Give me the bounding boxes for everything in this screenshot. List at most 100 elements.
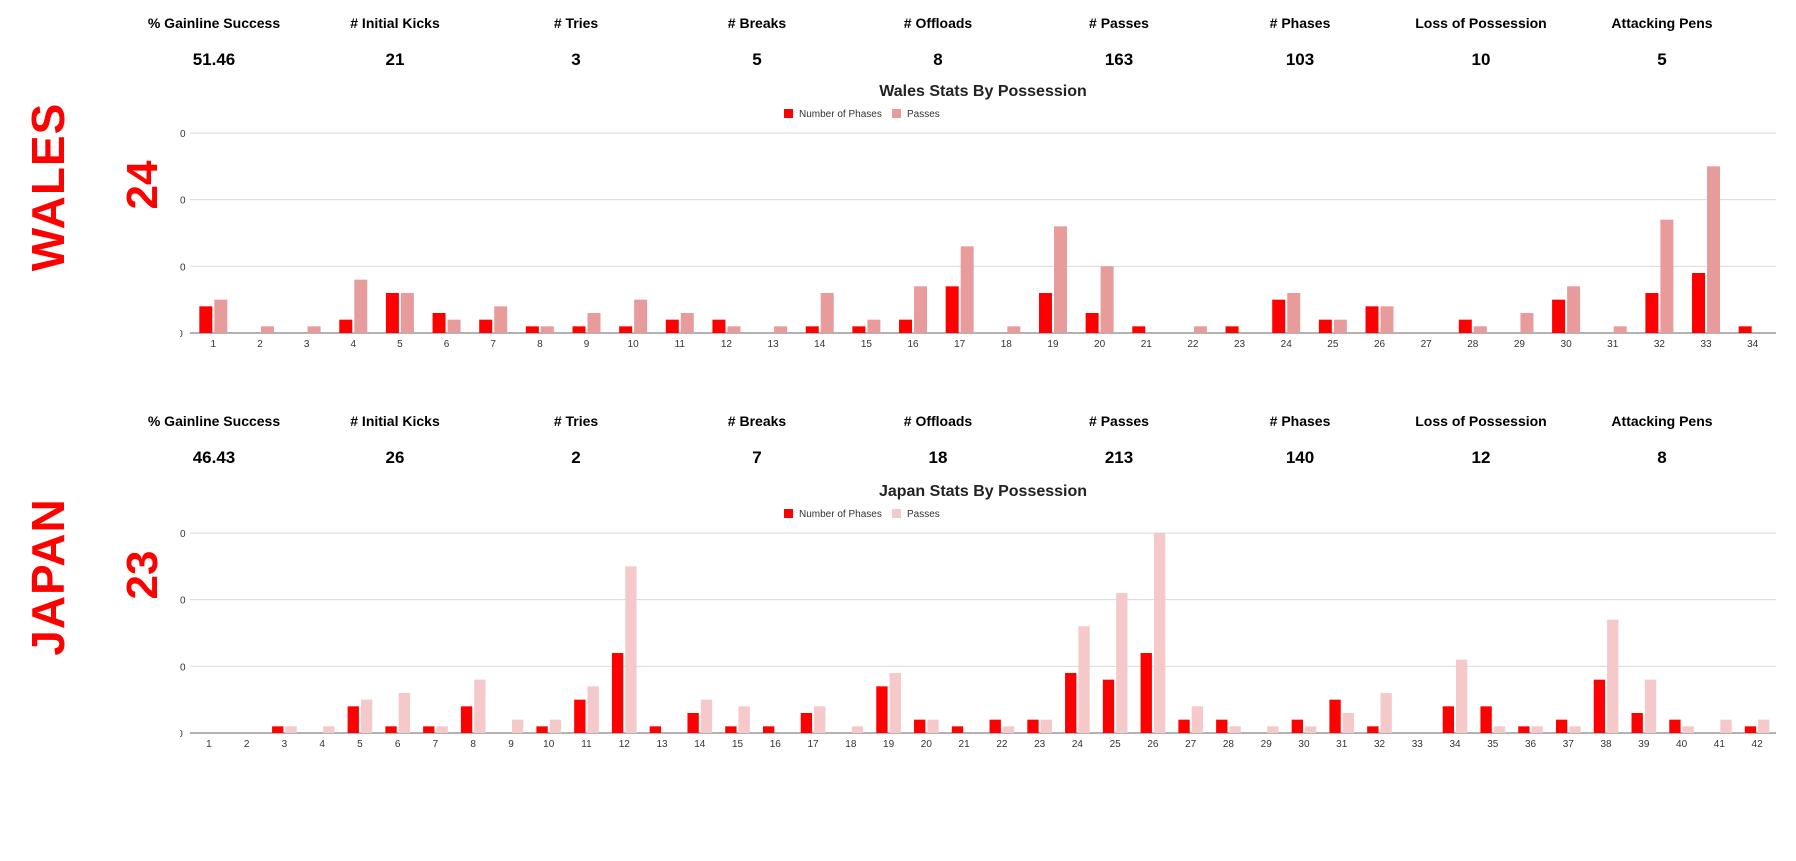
stat-label: # Passes — [1089, 14, 1149, 31]
x-tick-label: 39 — [1638, 739, 1650, 750]
phases-bar — [1738, 326, 1752, 333]
passes-bar — [1720, 719, 1732, 733]
chart-title: Wales Stats By Possession — [879, 83, 1087, 100]
passes-bar — [1758, 719, 1770, 733]
stat-label: # Phases — [1269, 412, 1331, 429]
wales-team-header: WALES 24 — [0, 70, 167, 290]
x-tick-label: 4 — [350, 339, 356, 350]
stat-label: % Gainline Success — [147, 412, 281, 429]
x-tick-label: 31 — [1336, 739, 1348, 750]
stat-label: # Tries — [553, 14, 599, 31]
x-tick-label: 23 — [1034, 739, 1046, 750]
legend-swatch — [892, 109, 901, 118]
phases-bar — [1225, 326, 1239, 333]
passes-bar — [1333, 319, 1347, 333]
stat-item: # Phases 103 — [1225, 6, 1375, 70]
x-tick-label: 9 — [584, 339, 590, 350]
x-tick-label: 13 — [656, 739, 668, 750]
passes-bar — [914, 286, 928, 333]
stat-value: 2 — [571, 448, 581, 467]
phases-bar — [525, 326, 539, 333]
phases-bar — [1593, 679, 1606, 733]
japan-chart: Japan Stats By Possession Number of Phase… — [180, 483, 1776, 750]
x-tick-label: 8 — [470, 739, 476, 750]
passes-bar — [774, 326, 788, 333]
x-tick-label: 19 — [883, 739, 895, 750]
stat-item: # Passes 213 — [1044, 404, 1194, 468]
stat-item: Attacking Pens 5 — [1587, 6, 1737, 70]
passes-bar — [1569, 726, 1581, 733]
x-tick-label: 7 — [490, 339, 496, 350]
stat-item: # Tries 2 — [501, 404, 651, 468]
passes-bar — [1116, 593, 1128, 733]
phases-bar — [423, 726, 435, 733]
stat-label: Attacking Pens — [1611, 412, 1713, 429]
phases-bar — [914, 719, 926, 733]
phases-bar — [1085, 313, 1099, 333]
x-tick-label: 20 — [1094, 339, 1106, 350]
x-tick-label: 4 — [319, 739, 325, 750]
stat-value: 3 — [571, 50, 581, 69]
stat-label: # Initial Kicks — [350, 14, 440, 31]
stat-value: 5 — [1657, 50, 1667, 69]
x-tick-label: 35 — [1487, 739, 1499, 750]
phases-bar — [1480, 706, 1492, 733]
passes-bar — [1660, 219, 1674, 333]
stat-item: # Tries 3 — [501, 6, 651, 70]
passes-bar — [436, 726, 448, 733]
x-tick-label: 32 — [1654, 339, 1666, 350]
passes-bar — [214, 299, 228, 333]
x-tick-label: 26 — [1374, 339, 1386, 350]
x-tick-label: 11 — [581, 739, 592, 750]
passes-bar — [1707, 166, 1721, 333]
stat-label: # Passes — [1089, 412, 1149, 429]
stat-item: # Offloads 18 — [863, 404, 1013, 468]
stat-label: Loss of Possession — [1415, 412, 1547, 429]
x-tick-label: 16 — [770, 739, 782, 750]
phases-bar — [1692, 273, 1706, 333]
passes-bar — [927, 719, 939, 733]
passes-bar — [625, 566, 637, 733]
team-name: JAPAN — [22, 498, 74, 656]
x-tick-label: 36 — [1525, 739, 1537, 750]
phases-bar — [460, 706, 473, 733]
x-tick-label: 11 — [675, 339, 686, 350]
x-tick-label: 14 — [694, 739, 706, 750]
passes-bar — [814, 706, 826, 733]
phases-bar — [1065, 673, 1077, 733]
team-score: 23 — [118, 550, 167, 600]
x-tick-label: 14 — [814, 339, 826, 350]
passes-bar — [700, 699, 713, 733]
stat-value: 163 — [1104, 50, 1134, 69]
passes-bar — [1682, 726, 1694, 733]
phases-bar — [951, 726, 964, 733]
passes-bar — [867, 319, 881, 333]
passes-bar — [889, 673, 901, 733]
stat-value: 51.46 — [192, 50, 236, 69]
stat-item: % Gainline Success 46.43 — [139, 404, 289, 468]
stat-item: Loss of Possession 12 — [1406, 404, 1556, 468]
y-tick-label: 30 — [180, 529, 186, 540]
stat-value: 5 — [752, 50, 762, 69]
x-tick-label: 31 — [1607, 339, 1619, 350]
phases-bar — [432, 313, 446, 333]
legend-label: Passes — [907, 109, 940, 120]
passes-bar — [680, 313, 694, 333]
x-tick-label: 24 — [1072, 739, 1084, 750]
phases-bar — [1552, 299, 1566, 333]
x-tick-label: 1 — [211, 339, 217, 350]
stat-item: # Breaks 5 — [682, 6, 832, 70]
stat-item: % Gainline Success 51.46 — [139, 6, 289, 70]
passes-bar — [307, 326, 321, 333]
passes-bar — [1191, 706, 1204, 733]
phases-bar — [876, 686, 888, 733]
x-tick-label: 12 — [619, 739, 631, 750]
passes-bar — [494, 306, 508, 333]
phases-bar — [687, 713, 699, 733]
passes-bar — [260, 326, 274, 333]
x-tick-label: 33 — [1412, 739, 1424, 750]
x-tick-label: 5 — [397, 339, 403, 350]
stat-label: Attacking Pens — [1611, 14, 1713, 31]
phases-bar — [574, 699, 586, 733]
passes-bar — [727, 326, 741, 333]
